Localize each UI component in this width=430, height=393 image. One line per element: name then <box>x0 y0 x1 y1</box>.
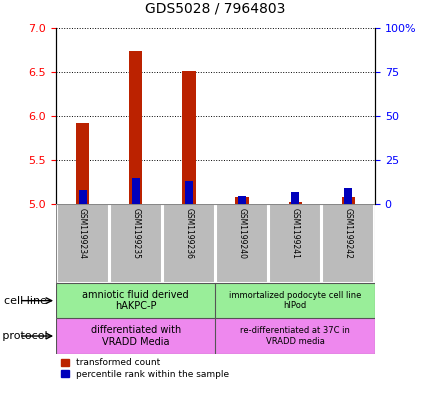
Text: immortalized podocyte cell line
hIPod: immortalized podocyte cell line hIPod <box>228 291 361 310</box>
Bar <box>215 283 374 318</box>
Bar <box>182 71 195 204</box>
Bar <box>288 202 301 204</box>
Text: GSM1199236: GSM1199236 <box>184 208 193 259</box>
Bar <box>56 283 215 318</box>
Text: amniotic fluid derived
hAKPC-P: amniotic fluid derived hAKPC-P <box>82 290 189 311</box>
Bar <box>235 197 248 204</box>
Text: GSM1199242: GSM1199242 <box>343 208 352 259</box>
Bar <box>78 190 86 204</box>
Legend: transformed count, percentile rank within the sample: transformed count, percentile rank withi… <box>60 358 228 379</box>
Bar <box>344 188 352 204</box>
Bar <box>184 181 193 204</box>
Bar <box>56 204 108 283</box>
Bar <box>322 204 374 283</box>
Text: GSM1199234: GSM1199234 <box>78 208 87 259</box>
Bar <box>163 204 215 283</box>
Bar <box>215 318 374 354</box>
Text: GDS5028 / 7964803: GDS5028 / 7964803 <box>145 2 285 16</box>
Text: differentiated with
VRADD Media: differentiated with VRADD Media <box>90 325 181 347</box>
Text: cell line: cell line <box>4 296 47 306</box>
Bar <box>132 178 139 204</box>
Bar <box>129 51 142 204</box>
Bar <box>215 204 267 283</box>
Bar <box>110 204 161 283</box>
Bar <box>341 197 354 204</box>
Text: GSM1199235: GSM1199235 <box>131 208 140 259</box>
Text: re-differentiated at 37C in
VRADD media: re-differentiated at 37C in VRADD media <box>240 326 349 346</box>
Text: growth protocol: growth protocol <box>0 331 47 341</box>
Bar <box>291 192 298 204</box>
Bar <box>56 318 215 354</box>
Bar <box>237 195 246 204</box>
Bar <box>76 123 89 204</box>
Text: GSM1199241: GSM1199241 <box>290 208 299 259</box>
Text: GSM1199240: GSM1199240 <box>237 208 246 259</box>
Bar <box>269 204 320 283</box>
